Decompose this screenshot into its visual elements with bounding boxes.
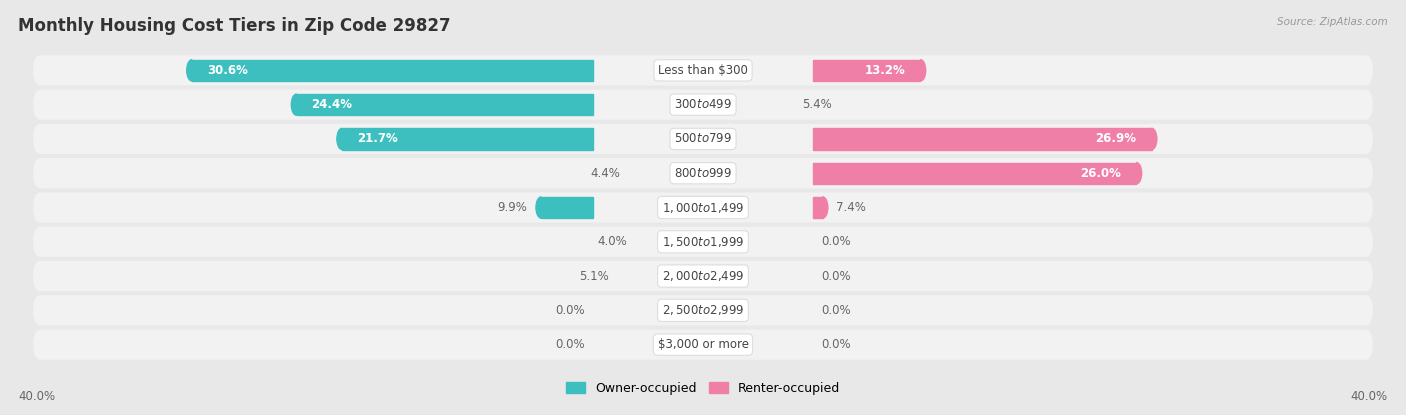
Text: 0.0%: 0.0% (555, 338, 585, 351)
FancyBboxPatch shape (34, 330, 1372, 360)
Text: $3,000 or more: $3,000 or more (658, 338, 748, 351)
Text: 26.0%: 26.0% (1081, 167, 1122, 180)
Wedge shape (823, 197, 828, 218)
Text: $500 to $799: $500 to $799 (673, 132, 733, 145)
Legend: Owner-occupied, Renter-occupied: Owner-occupied, Renter-occupied (561, 377, 845, 400)
Text: 0.0%: 0.0% (821, 304, 851, 317)
Text: $2,500 to $2,999: $2,500 to $2,999 (662, 303, 744, 317)
Text: 0.0%: 0.0% (821, 338, 851, 351)
Text: 26.9%: 26.9% (1095, 132, 1136, 145)
Text: 24.4%: 24.4% (312, 98, 353, 111)
FancyBboxPatch shape (34, 227, 1372, 257)
Bar (541, 197, 593, 218)
Text: Source: ZipAtlas.com: Source: ZipAtlas.com (1277, 17, 1388, 27)
FancyBboxPatch shape (34, 124, 1372, 154)
Wedge shape (337, 128, 342, 149)
Text: $800 to $999: $800 to $999 (673, 167, 733, 180)
Bar (813, 197, 823, 218)
Wedge shape (921, 60, 925, 81)
FancyBboxPatch shape (34, 295, 1372, 325)
FancyBboxPatch shape (34, 90, 1372, 120)
Text: Monthly Housing Cost Tiers in Zip Code 29827: Monthly Housing Cost Tiers in Zip Code 2… (18, 17, 451, 34)
Wedge shape (187, 60, 193, 81)
Text: 0.0%: 0.0% (821, 235, 851, 248)
Text: 40.0%: 40.0% (18, 390, 55, 403)
Text: 0.0%: 0.0% (555, 304, 585, 317)
FancyBboxPatch shape (34, 261, 1372, 291)
Text: $1,000 to $1,499: $1,000 to $1,499 (662, 200, 744, 215)
Text: $2,000 to $2,499: $2,000 to $2,499 (662, 269, 744, 283)
Text: 40.0%: 40.0% (1351, 390, 1388, 403)
FancyBboxPatch shape (34, 158, 1372, 188)
Text: 5.1%: 5.1% (579, 270, 609, 283)
Text: 7.4%: 7.4% (837, 201, 866, 214)
Wedge shape (291, 94, 297, 115)
Wedge shape (1136, 163, 1142, 184)
Text: 13.2%: 13.2% (865, 64, 905, 77)
Text: 30.6%: 30.6% (207, 64, 247, 77)
Bar (813, 163, 1136, 184)
Text: 9.9%: 9.9% (498, 201, 527, 214)
Bar (342, 128, 593, 149)
Bar (813, 60, 921, 81)
Text: 21.7%: 21.7% (357, 132, 398, 145)
Wedge shape (1152, 128, 1157, 149)
Bar (297, 94, 593, 115)
Bar (813, 128, 1152, 149)
Text: 4.0%: 4.0% (598, 235, 627, 248)
Text: 5.4%: 5.4% (803, 98, 832, 111)
Text: 4.4%: 4.4% (591, 167, 620, 180)
Text: Less than $300: Less than $300 (658, 64, 748, 77)
Text: 0.0%: 0.0% (821, 270, 851, 283)
FancyBboxPatch shape (34, 193, 1372, 222)
Text: $300 to $499: $300 to $499 (673, 98, 733, 111)
Text: $1,500 to $1,999: $1,500 to $1,999 (662, 235, 744, 249)
Bar (193, 60, 593, 81)
FancyBboxPatch shape (34, 55, 1372, 85)
Wedge shape (536, 197, 541, 218)
